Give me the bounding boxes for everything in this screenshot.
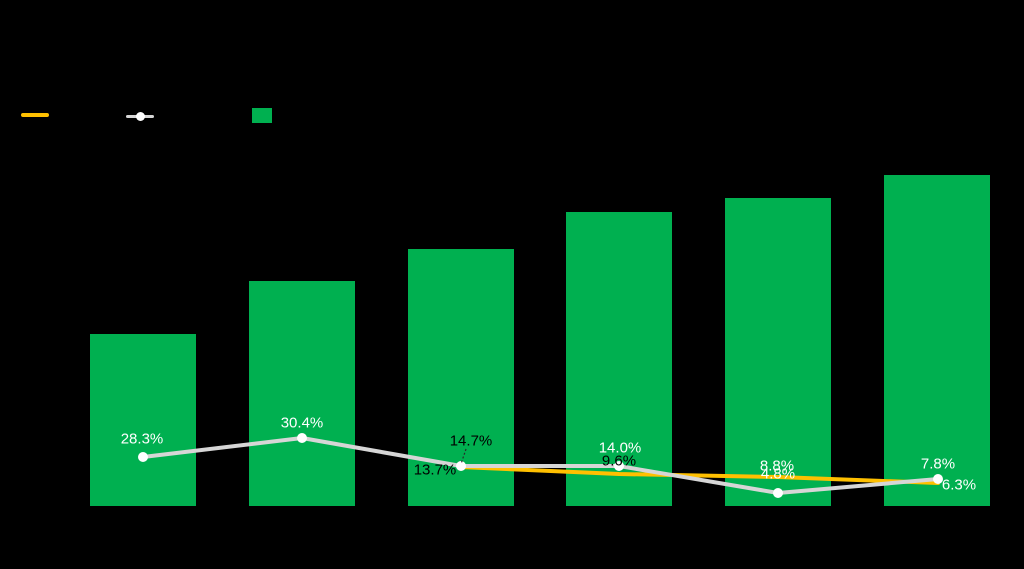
white-line-marker-4 xyxy=(614,461,624,471)
bar-category-4 xyxy=(566,212,672,506)
data-label-yellow-line-9: 6.3% xyxy=(942,477,976,494)
white-line-marker-1 xyxy=(138,452,148,462)
data-label-white-line-4: 14.0% xyxy=(599,440,642,457)
data-label-white-line-0: 28.3% xyxy=(121,431,164,448)
data-label-yellow-line-5: 9.6% xyxy=(602,453,636,470)
legend-swatch-white-line-marker xyxy=(135,112,145,121)
data-label-white-line-2: 14.7% xyxy=(450,433,493,450)
white-line-series xyxy=(142,436,939,495)
data-label-white-line-8: 7.8% xyxy=(921,456,955,473)
legend-swatch-green-bars xyxy=(252,108,272,123)
white-line-marker-5 xyxy=(773,488,783,498)
data-label-yellow-line-3: 13.7% xyxy=(414,462,457,479)
bar-category-6 xyxy=(884,175,990,506)
data-label-white-line-1: 30.4% xyxy=(281,415,324,432)
data-label-white-line-7: 4.8% xyxy=(761,466,795,483)
bar-category-2 xyxy=(249,281,355,506)
white-line-marker-2 xyxy=(297,433,307,443)
data-label-yellow-line-6: 8.8% xyxy=(760,458,794,475)
white-line-marker-3 xyxy=(456,461,466,471)
legend-swatch-yellow-line xyxy=(21,113,49,117)
yellow-line-series xyxy=(459,465,940,485)
label-leader-line xyxy=(460,448,467,465)
white-line-marker-6 xyxy=(933,474,943,484)
bar-category-1 xyxy=(90,334,196,506)
bar-category-5 xyxy=(725,198,831,506)
